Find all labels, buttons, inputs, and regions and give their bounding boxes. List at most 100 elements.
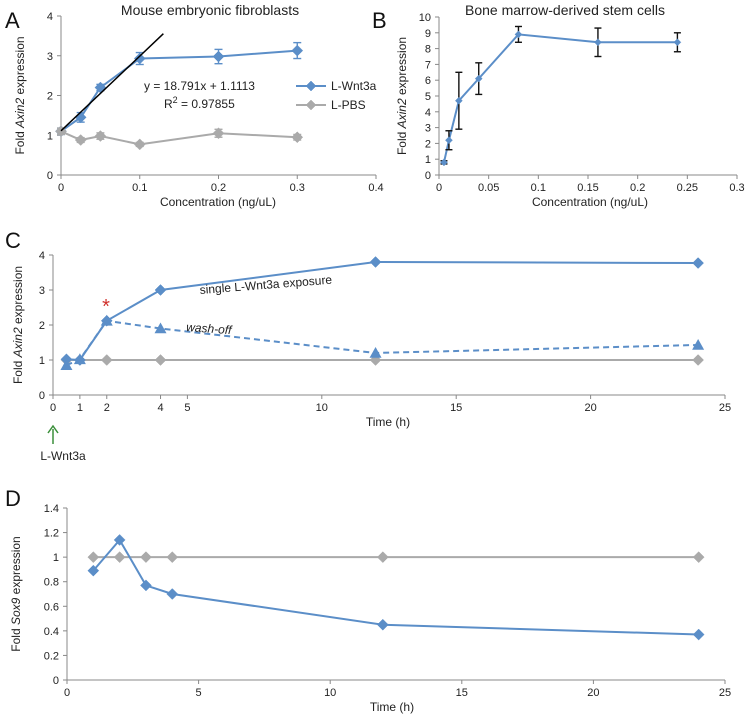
y-tick-label: 2 xyxy=(39,320,45,332)
x-tick-label: 0.25 xyxy=(677,182,698,194)
y-tick-label: 0.4 xyxy=(44,626,59,638)
x-tick-label: 5 xyxy=(184,402,190,414)
panel-a-title: Mouse embryonic fibroblasts xyxy=(121,2,299,18)
y-tick-label: 0 xyxy=(425,170,431,182)
y-axis-label-pre: Fold xyxy=(9,625,23,652)
x-tick-label: 0 xyxy=(436,182,442,194)
x-axis-label: Concentration (ng/uL) xyxy=(160,195,276,209)
x-tick-label: 10 xyxy=(324,687,336,699)
y-axis-label-pre: Fold xyxy=(11,357,25,384)
x-tick-label: 15 xyxy=(450,402,462,414)
diamond-point xyxy=(692,257,704,269)
panel-c: C 0 1 2 3 4 0 1 2 4 5 10 15 20 25 Time (h) Fold Axin2 ex… xyxy=(5,228,731,463)
up-arrow-icon xyxy=(47,424,59,434)
y-tick-label: 3 xyxy=(39,285,45,297)
y-tick-label: 6 xyxy=(425,75,431,87)
diamond-point xyxy=(87,564,100,577)
triangle-point xyxy=(369,347,382,358)
diamond-point xyxy=(140,551,152,563)
y-axis-label-gene: Axin2 xyxy=(11,327,25,358)
significance-star: * xyxy=(102,296,110,318)
point-axin2 xyxy=(445,136,453,145)
diamond-point xyxy=(692,551,705,563)
y-axis-label-gene: Axin2 xyxy=(395,98,409,129)
point-axin2 xyxy=(474,74,483,83)
x-tick-label: 25 xyxy=(719,402,731,414)
x-axis-label: Concentration (ng/uL) xyxy=(532,195,648,209)
y-tick-label: 1.4 xyxy=(44,503,59,515)
point-axin2 xyxy=(673,38,682,47)
panel-d: D 0 0.2 0.4 0.6 0.8 1 1.2 1.4 0 5 10 15 20 25 Time (h) F… xyxy=(5,486,731,714)
x-tick-label: 0.4 xyxy=(368,182,383,194)
y-axis-label-post: expression xyxy=(11,266,25,327)
y-axis-label-post: expression xyxy=(395,37,409,98)
diamond-point xyxy=(166,551,179,563)
x-tick-label: 0.1 xyxy=(132,182,147,194)
y-axis-label: Fold Axin2 expression xyxy=(13,36,27,154)
y-tick-label: 10 xyxy=(419,12,431,24)
y-axis-label-gene: Sox9 xyxy=(9,597,23,625)
x-tick-label: 0 xyxy=(50,402,56,414)
diamond-point xyxy=(154,284,167,296)
x-tick-label: 0.05 xyxy=(478,182,499,194)
x-axis-label: Time (h) xyxy=(366,415,410,429)
arrow-label: L-Wnt3a xyxy=(40,449,86,463)
fit-equation: y = 18.791x + 1.1113 xyxy=(144,79,255,93)
x-tick-label: 20 xyxy=(584,402,596,414)
panel-b-title: Bone marrow-derived stem cells xyxy=(465,2,665,18)
x-tick-label: 0.3 xyxy=(729,182,744,194)
regression-line xyxy=(60,33,164,132)
diamond-point xyxy=(692,354,704,366)
diamond-point xyxy=(87,551,100,563)
x-tick-label: 0 xyxy=(64,687,70,699)
series-line-axin2 xyxy=(442,33,678,163)
point-l-pbs xyxy=(74,134,87,146)
r-label: R xyxy=(164,97,173,111)
y-tick-label: 7 xyxy=(425,59,431,71)
triangle-point xyxy=(692,338,705,350)
panel-b: B Bone marrow-derived stem cells 0 1 2 3 4 5 6 7 8… xyxy=(372,2,745,209)
diamond-point xyxy=(140,579,152,592)
diamond-point xyxy=(154,354,167,366)
y-tick-label: 2 xyxy=(425,138,431,150)
point-axin2 xyxy=(594,38,602,47)
point-l-pbs xyxy=(133,138,146,151)
y-tick-label: 5 xyxy=(425,91,431,103)
x-tick-label: 0.1 xyxy=(531,182,546,194)
panel-letter-d: D xyxy=(5,486,21,511)
point-l-pbs xyxy=(94,130,107,142)
y-tick-label: 1 xyxy=(39,355,45,367)
y-tick-label: 2 xyxy=(47,91,53,103)
x-tick-label: 2 xyxy=(104,402,110,414)
diamond-point xyxy=(100,354,113,366)
x-tick-label: 20 xyxy=(587,687,599,699)
diamond-point xyxy=(100,314,113,327)
triangle-point xyxy=(154,322,167,334)
point-axin2 xyxy=(455,96,463,105)
diamond-point xyxy=(376,551,389,563)
x-tick-label: 25 xyxy=(719,687,731,699)
diamond-point xyxy=(369,256,382,268)
point-axin2 xyxy=(440,158,448,167)
point-axin2 xyxy=(514,30,523,39)
legend-marker xyxy=(305,99,317,111)
y-tick-label: 4 xyxy=(47,11,53,23)
r-sup: 2 xyxy=(173,95,178,105)
y-axis-label-pre: Fold xyxy=(395,128,409,155)
point-l-wnt3a xyxy=(133,52,146,65)
series-line-0 xyxy=(92,538,699,636)
y-tick-label: 0 xyxy=(47,170,53,182)
legend-label: L-Wnt3a xyxy=(331,79,377,93)
x-tick-label: 0.15 xyxy=(577,182,598,194)
diamond-point xyxy=(74,354,86,366)
y-axis-label-post: expression xyxy=(9,536,23,597)
y-axis-label: Fold Axin2 expression xyxy=(395,37,409,155)
y-tick-label: 1 xyxy=(47,130,53,142)
panel-a: A Mouse embryonic fibroblasts 0 1 2 3 4 0 0.1 0.2… xyxy=(5,2,384,209)
y-tick-label: 0.8 xyxy=(44,577,59,589)
panel-letter-b: B xyxy=(372,8,387,33)
y-tick-label: 0.2 xyxy=(44,650,59,662)
point-l-pbs xyxy=(212,127,225,140)
legend-marker xyxy=(305,80,317,92)
